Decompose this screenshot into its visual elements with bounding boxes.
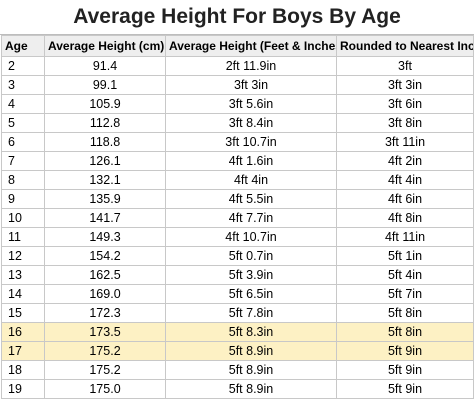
cell-height-cm: 154.2 [44, 246, 166, 266]
cell-rounded: 5ft 9in [336, 360, 474, 380]
cell-age: 15 [1, 303, 45, 323]
cell-height-feet-inches: 3ft 5.6in [165, 94, 337, 114]
cell-height-cm: 105.9 [44, 94, 166, 114]
cell-height-cm: 132.1 [44, 170, 166, 190]
cell-height-feet-inches: 3ft 8.4in [165, 113, 337, 133]
cell-rounded: 4ft 2in [336, 151, 474, 171]
table-row: 11 149.3 4ft 10.7in 4ft 11in [1, 227, 474, 247]
cell-rounded: 3ft 11in [336, 132, 474, 152]
table-row: 7 126.1 4ft 1.6in 4ft 2in [1, 151, 474, 171]
cell-age: 5 [1, 113, 45, 133]
cell-height-feet-inches: 2ft 11.9in [165, 56, 337, 76]
cell-height-cm: 126.1 [44, 151, 166, 171]
cell-age: 4 [1, 94, 45, 114]
table-row: 17 175.2 5ft 8.9in 5ft 9in [1, 341, 474, 361]
cell-height-cm: 175.0 [44, 379, 166, 399]
cell-age: 11 [1, 227, 45, 247]
cell-age: 13 [1, 265, 45, 285]
table-row: 6 118.8 3ft 10.7in 3ft 11in [1, 132, 474, 152]
cell-height-cm: 172.3 [44, 303, 166, 323]
cell-height-cm: 99.1 [44, 75, 166, 95]
cell-rounded: 4ft 11in [336, 227, 474, 247]
cell-rounded: 4ft 4in [336, 170, 474, 190]
cell-rounded: 5ft 1in [336, 246, 474, 266]
cell-age: 16 [1, 322, 45, 342]
cell-height-cm: 112.8 [44, 113, 166, 133]
cell-height-cm: 169.0 [44, 284, 166, 304]
cell-rounded: 5ft 9in [336, 379, 474, 399]
cell-age: 7 [1, 151, 45, 171]
cell-rounded: 5ft 7in [336, 284, 474, 304]
cell-age: 2 [1, 56, 45, 76]
cell-height-feet-inches: 5ft 0.7in [165, 246, 337, 266]
cell-age: 9 [1, 189, 45, 209]
table-row: 5 112.8 3ft 8.4in 3ft 8in [1, 113, 474, 133]
cell-height-feet-inches: 3ft 10.7in [165, 132, 337, 152]
cell-height-feet-inches: 5ft 8.9in [165, 360, 337, 380]
cell-rounded: 5ft 8in [336, 303, 474, 323]
table-row: 3 99.1 3ft 3in 3ft 3in [1, 75, 474, 95]
header-row: Age Average Height (cm) Average Height (… [1, 35, 474, 57]
cell-height-feet-inches: 4ft 10.7in [165, 227, 337, 247]
cell-rounded: 5ft 9in [336, 341, 474, 361]
cell-age: 3 [1, 75, 45, 95]
cell-height-cm: 162.5 [44, 265, 166, 285]
cell-height-cm: 118.8 [44, 132, 166, 152]
cell-rounded: 5ft 4in [336, 265, 474, 285]
header-age: Age [1, 35, 45, 57]
table-row: 10 141.7 4ft 7.7in 4ft 8in [1, 208, 474, 228]
cell-height-feet-inches: 5ft 6.5in [165, 284, 337, 304]
table-row: 19 175.0 5ft 8.9in 5ft 9in [1, 379, 474, 399]
cell-rounded: 4ft 6in [336, 189, 474, 209]
table-body: 2 91.4 2ft 11.9in 3ft 3 99.1 3ft 3in 3ft 3in 4 10… [1, 56, 474, 399]
cell-height-feet-inches: 4ft 1.6in [165, 151, 337, 171]
cell-age: 19 [1, 379, 45, 399]
table-row: 18 175.2 5ft 8.9in 5ft 9in [1, 360, 474, 380]
cell-height-cm: 175.2 [44, 360, 166, 380]
cell-height-feet-inches: 4ft 5.5in [165, 189, 337, 209]
header-rounded-inch: Rounded to Nearest Inch [336, 35, 474, 57]
cell-height-cm: 91.4 [44, 56, 166, 76]
table-row: 12 154.2 5ft 0.7in 5ft 1in [1, 246, 474, 266]
cell-rounded: 4ft 8in [336, 208, 474, 228]
cell-height-feet-inches: 5ft 8.9in [165, 341, 337, 361]
table-row: 2 91.4 2ft 11.9in 3ft [1, 56, 474, 76]
cell-height-feet-inches: 4ft 7.7in [165, 208, 337, 228]
table-row: 16 173.5 5ft 8.3in 5ft 8in [1, 322, 474, 342]
cell-height-cm: 141.7 [44, 208, 166, 228]
cell-rounded: 5ft 8in [336, 322, 474, 342]
table-row: 8 132.1 4ft 4in 4ft 4in [1, 170, 474, 190]
cell-age: 14 [1, 284, 45, 304]
cell-age: 18 [1, 360, 45, 380]
table-row: 15 172.3 5ft 7.8in 5ft 8in [1, 303, 474, 323]
cell-height-cm: 175.2 [44, 341, 166, 361]
cell-height-cm: 135.9 [44, 189, 166, 209]
table-title: Average Height For Boys By Age [0, 0, 474, 35]
cell-age: 17 [1, 341, 45, 361]
cell-rounded: 3ft 3in [336, 75, 474, 95]
cell-age: 12 [1, 246, 45, 266]
cell-height-cm: 149.3 [44, 227, 166, 247]
cell-height-feet-inches: 3ft 3in [165, 75, 337, 95]
cell-height-feet-inches: 5ft 8.3in [165, 322, 337, 342]
cell-height-feet-inches: 5ft 3.9in [165, 265, 337, 285]
cell-height-feet-inches: 5ft 8.9in [165, 379, 337, 399]
height-table: Age Average Height (cm) Average Height (… [1, 35, 474, 399]
cell-height-feet-inches: 5ft 7.8in [165, 303, 337, 323]
cell-height-feet-inches: 4ft 4in [165, 170, 337, 190]
table-row: 9 135.9 4ft 5.5in 4ft 6in [1, 189, 474, 209]
cell-age: 10 [1, 208, 45, 228]
header-height-feet-inches: Average Height (Feet & Inches) [165, 35, 337, 57]
table-row: 4 105.9 3ft 5.6in 3ft 6in [1, 94, 474, 114]
header-height-cm: Average Height (cm) [44, 35, 166, 57]
cell-age: 8 [1, 170, 45, 190]
cell-rounded: 3ft 6in [336, 94, 474, 114]
cell-height-cm: 173.5 [44, 322, 166, 342]
cell-rounded: 3ft [336, 56, 474, 76]
cell-age: 6 [1, 132, 45, 152]
table-row: 13 162.5 5ft 3.9in 5ft 4in [1, 265, 474, 285]
cell-rounded: 3ft 8in [336, 113, 474, 133]
table-row: 14 169.0 5ft 6.5in 5ft 7in [1, 284, 474, 304]
